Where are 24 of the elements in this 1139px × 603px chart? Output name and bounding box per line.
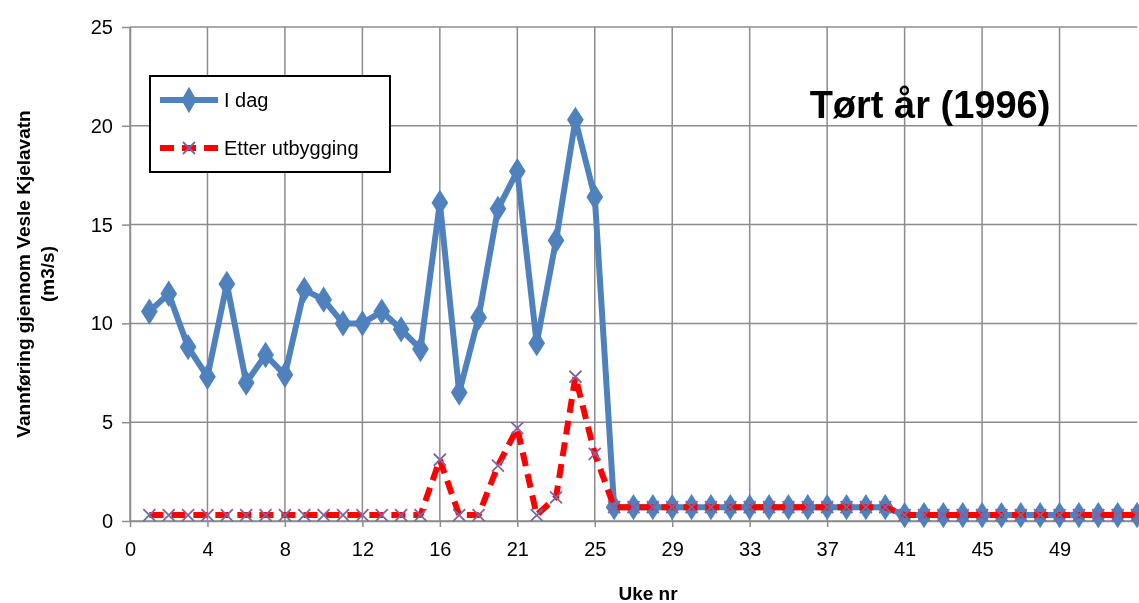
x-tick-label: 37 [816, 538, 839, 560]
legend-label: Etter utbygging [224, 137, 359, 159]
x-tick-label: 29 [661, 538, 684, 560]
y-tick-label: 20 [90, 114, 113, 137]
x-tick-label: 4 [202, 538, 214, 560]
y-tick-label: 10 [90, 312, 113, 335]
x-tick-label: 45 [971, 538, 994, 560]
y-tick-label: 5 [101, 411, 113, 434]
x-tick-label: 0 [124, 538, 137, 560]
x-tick-label: 49 [1048, 538, 1072, 560]
x-tick-label: 8 [279, 538, 291, 560]
x-tick-label: 16 [429, 538, 452, 560]
x-tick-label: 25 [584, 538, 607, 560]
x-tick-label: 12 [351, 538, 375, 560]
x-axis-title: Uke nr [618, 583, 679, 603]
legend-label: I dag [224, 89, 269, 111]
x-tick-label: 41 [893, 538, 917, 560]
y-tick-label: 25 [90, 15, 113, 38]
x-tick-label: 21 [506, 538, 529, 560]
text: Tørt år (1996) [809, 84, 1051, 126]
y-axis-title: Vannføring gjennom Vesle Kjelavatn (m3/s) [13, 110, 58, 438]
x-tick-label: 33 [739, 538, 762, 560]
y-tick-label: 15 [90, 213, 113, 236]
y-tick-label: 0 [101, 509, 113, 532]
